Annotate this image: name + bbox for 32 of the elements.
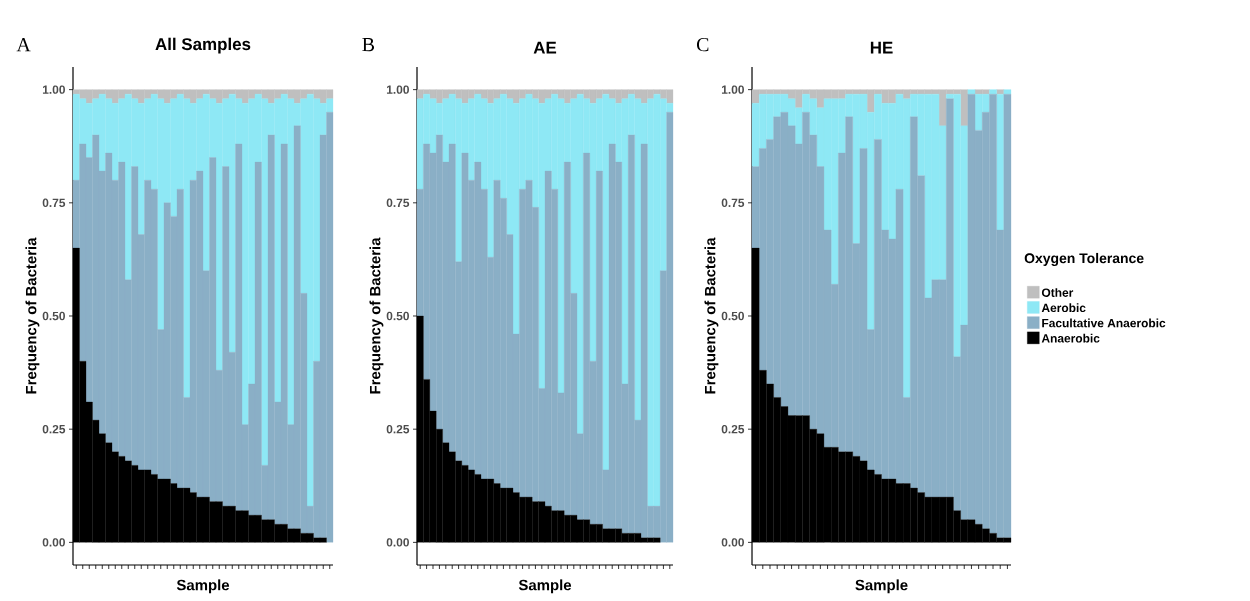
chart-title: All Samples (155, 37, 251, 54)
y-tick-label: 0.25 (386, 424, 410, 434)
text: C (696, 37, 709, 52)
legend-label: Anaerobic (1041, 333, 1100, 343)
x-axis-title: Sample (518, 579, 572, 594)
y-tick-label: 0.75 (721, 198, 745, 208)
y-tick-label: 1.00 (721, 85, 744, 94)
y-tick-label: 0.00 (721, 538, 744, 547)
y-tick-label: 0.50 (42, 311, 65, 321)
y-axis-title: Frequency of Bacteria (704, 237, 719, 394)
y-tick-label: 0.50 (386, 311, 409, 321)
y-tick-label: 1.00 (42, 85, 65, 94)
y-tick-label: 0.50 (721, 311, 744, 321)
legend-label: Aerobic (1041, 303, 1086, 313)
x-axis-title: Sample (855, 579, 908, 594)
y-tick-label: 0.25 (721, 424, 745, 434)
y-tick-label: 0.00 (42, 538, 65, 547)
y-tick-label: 0.00 (386, 538, 409, 547)
legend-label: Facultative Anaerobic (1042, 318, 1166, 328)
y-axis-title: Frequency of Bacteria (369, 237, 384, 394)
chart-title: AE (533, 41, 557, 54)
y-tick-label: 1.00 (386, 85, 409, 94)
text: B (362, 38, 375, 52)
x-axis-title: Sample (176, 579, 230, 594)
y-tick-label: 0.75 (42, 198, 66, 208)
y-tick-label: 0.75 (386, 198, 410, 208)
chart-title: HE (870, 41, 893, 54)
legend-title: Oxygen Tolerance (1024, 252, 1144, 266)
text: A (16, 38, 31, 52)
legend-label: Other (1041, 288, 1074, 297)
y-axis-title: Frequency of Bacteria (25, 237, 40, 394)
y-tick-label: 0.25 (42, 424, 66, 434)
